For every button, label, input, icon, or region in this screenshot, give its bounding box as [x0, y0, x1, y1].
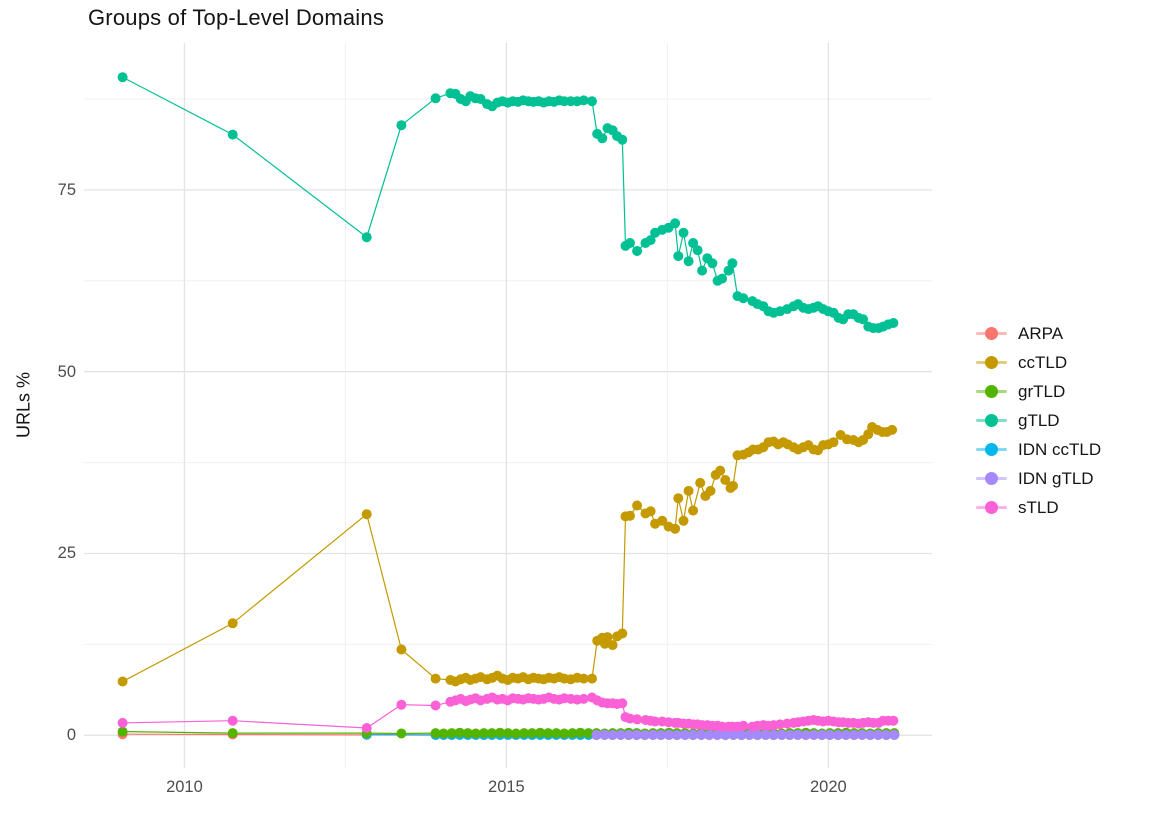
legend-key-cctld-icon: [976, 348, 1007, 377]
legend-item-gtld: gTLD: [976, 406, 1101, 435]
legend-item-grtld: grTLD: [976, 377, 1101, 406]
legend-item-idn-cctld: IDN ccTLD: [976, 435, 1101, 464]
legend-label-grtld: grTLD: [1018, 381, 1066, 401]
legend-label-stld: sTLD: [1018, 497, 1059, 517]
legend-label-cctld: ccTLD: [1018, 352, 1068, 372]
y-tick-label-75: 75: [57, 180, 76, 199]
legend-label-idn-gtld: IDN gTLD: [1018, 468, 1094, 488]
legend-label-gtld: gTLD: [1018, 410, 1060, 430]
x-tick-label-2010: 2010: [166, 778, 203, 796]
x-tick-label-2020: 2020: [809, 778, 847, 796]
y-tick-label-25: 25: [57, 544, 76, 563]
legend-key-idn-gtld-icon: [976, 464, 1007, 493]
legend-item-cctld: ccTLD: [976, 348, 1101, 377]
legend-label-idn-cctld: IDN ccTLD: [1018, 439, 1102, 459]
legend-key-arpa-icon: [976, 319, 1007, 348]
legend-key-idn-cctld-icon: [976, 435, 1007, 464]
legend-item-idn-gtld: IDN gTLD: [976, 464, 1101, 493]
legend-key-grtld-icon: [976, 377, 1007, 406]
legend-item-arpa: ARPA: [976, 319, 1101, 348]
legend-item-stld: sTLD: [976, 493, 1101, 522]
legend: ARPA ccTLD grTLD gTLD IDN ccTLD IDN gTLD…: [976, 319, 1101, 522]
y-tick-label-50: 50: [57, 362, 76, 381]
legend-key-gtld-icon: [976, 406, 1007, 435]
legend-label-arpa: ARPA: [1018, 323, 1064, 343]
y-tick-label-0: 0: [66, 726, 76, 745]
x-tick-label-2015: 2015: [488, 778, 525, 796]
chart-title: Groups of Top-Level Domains: [88, 5, 385, 30]
legend-key-stld-icon: [976, 493, 1007, 522]
